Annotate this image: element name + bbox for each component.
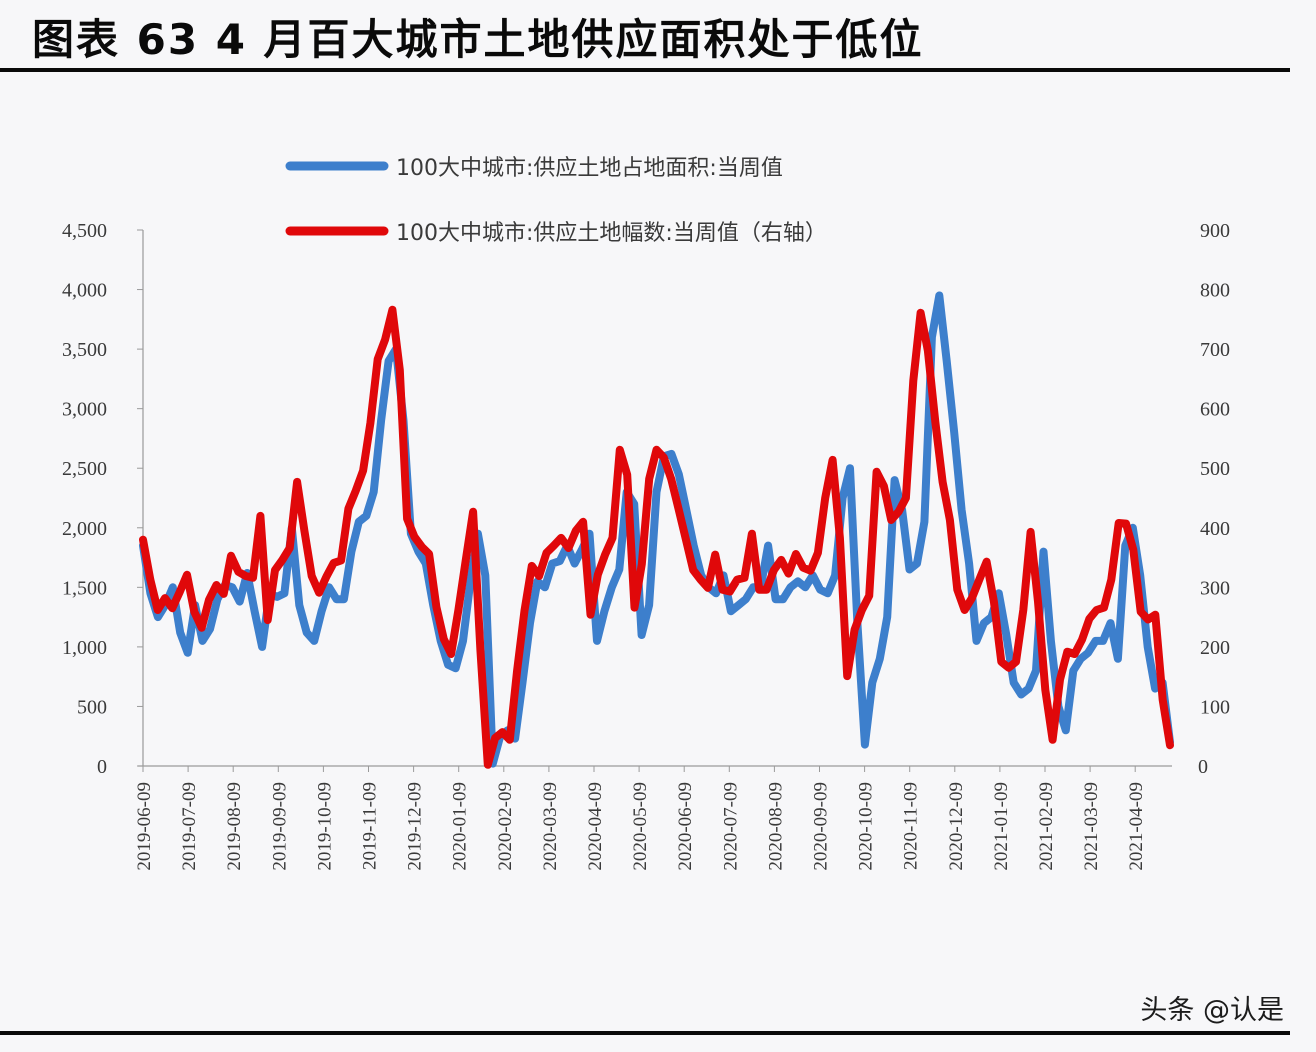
page-title: 图表 63 4 月百大城市土地供应面积处于低位 — [32, 15, 924, 64]
x-axis-tick-label: 2019-10-09 — [314, 782, 335, 871]
right-axis-tick-label: 600 — [1200, 399, 1230, 421]
x-axis-tick-label: 2020-09-09 — [811, 782, 832, 871]
x-axis-tick-label: 2021-01-09 — [991, 782, 1012, 871]
x-axis-tick-label: 2020-01-09 — [450, 782, 471, 871]
left-axis-tick-label: 4,000 — [62, 280, 107, 302]
x-axis-tick-label: 2020-10-09 — [856, 782, 877, 871]
x-axis-tick-label: 2021-02-09 — [1036, 782, 1057, 871]
right-axis-tick-label: 200 — [1200, 637, 1230, 659]
x-axis-tick-label: 2020-04-09 — [585, 782, 606, 871]
legend-label-blue: 100大中城市:供应土地占地面积:当周值 — [396, 156, 783, 181]
x-axis-tick-label: 2019-08-09 — [224, 782, 245, 871]
x-axis-tick-label: 2020-07-09 — [720, 782, 741, 871]
right-axis-tick-label: 900 — [1200, 220, 1230, 242]
x-axis-tick-label: 2019-07-09 — [179, 782, 200, 871]
right-axis-tick-label: 100 — [1200, 696, 1230, 718]
legend-label-red: 100大中城市:供应土地幅数:当周值（右轴） — [396, 221, 827, 246]
watermark: 头条 @认是 — [1140, 995, 1284, 1026]
x-axis-tick-label: 2019-09-09 — [269, 782, 290, 871]
left-axis-tick-label: 3,000 — [62, 399, 107, 421]
x-axis-tick-label: 2019-11-09 — [360, 782, 381, 870]
left-axis-tick-label: 4,500 — [62, 220, 107, 242]
x-axis-tick-label: 2020-03-09 — [540, 782, 561, 871]
top-divider — [0, 68, 1290, 72]
x-axis-tick-label: 2020-05-09 — [630, 782, 651, 871]
right-axis-tick-label: 700 — [1200, 339, 1230, 361]
left-axis-tick-label: 1,500 — [62, 577, 107, 599]
left-axis-tick-label: 2,500 — [62, 458, 107, 480]
x-axis-tick-label: 2020-02-09 — [495, 782, 516, 871]
left-axis-tick-label: 3,500 — [62, 339, 107, 361]
left-y-axis: 0 500 1,000 1,500 2,000 2,500 3,000 3,500 4,000 4… — [62, 220, 144, 778]
legend-item-blue: 100大中城市:供应土地占地面积:当周值 — [285, 156, 783, 181]
chart-legend: 100大中城市:供应土地占地面积:当周值 100大中城市:供应土地幅数:当周值（… — [285, 156, 827, 246]
bottom-divider — [0, 1031, 1290, 1035]
left-axis-tick-label: 0 — [97, 756, 107, 778]
left-axis-tick-label: 2,000 — [62, 518, 107, 540]
x-axis-tick-label: 2019-06-09 — [134, 782, 155, 871]
right-axis-tick-label: 300 — [1200, 577, 1230, 599]
x-axis: 2019-06-09 2019-07-09 2019-08-09 2019-09-09… — [134, 765, 1172, 871]
x-axis-tick-label: 2020-12-09 — [946, 782, 967, 871]
x-axis-tick-label: 2019-12-09 — [405, 782, 426, 871]
right-axis-tick-label: 800 — [1200, 280, 1230, 302]
series-line-blue — [139, 291, 1174, 768]
left-axis-tick-label: 500 — [77, 696, 107, 718]
x-axis-tick-label: 2021-03-09 — [1081, 782, 1102, 871]
right-axis-tick-label: 0 — [1198, 756, 1208, 778]
series-line-red — [139, 305, 1174, 769]
right-y-axis: 0 100 200 300 400 500 600 700 800 900 — [1198, 220, 1230, 778]
right-axis-tick-label: 500 — [1200, 458, 1230, 480]
x-axis-tick-label: 2021-04-09 — [1126, 782, 1147, 871]
legend-item-red: 100大中城市:供应土地幅数:当周值（右轴） — [285, 221, 827, 246]
x-axis-tick-label: 2020-11-09 — [901, 782, 922, 870]
left-axis-tick-label: 1,000 — [62, 637, 107, 659]
x-axis-tick-label: 2020-08-09 — [765, 782, 786, 871]
right-axis-tick-label: 400 — [1200, 518, 1230, 540]
x-axis-tick-label: 2020-06-09 — [675, 782, 696, 871]
